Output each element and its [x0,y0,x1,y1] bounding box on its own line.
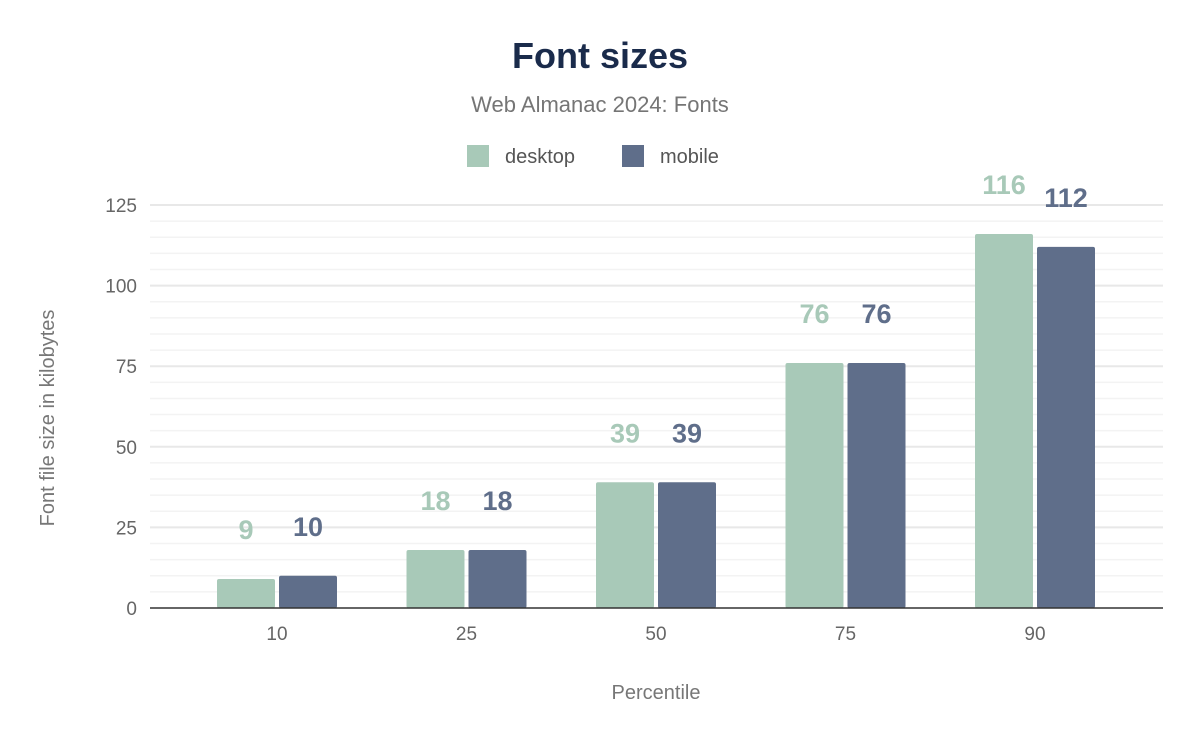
data-label-desktop: 39 [610,418,640,448]
bars: 9 10 18 18 39 39 76 76 116 112 [217,170,1095,609]
y-tick-label: 0 [126,599,137,620]
data-label-mobile: 10 [293,512,323,542]
bar-mobile-50 [658,482,716,608]
bar-desktop-25 [406,549,465,608]
data-label-mobile: 76 [861,299,891,329]
x-axis-ticks: 10 25 50 75 90 [266,624,1045,645]
y-tick-label: 125 [105,196,137,217]
x-axis-label: Percentile [612,682,701,704]
data-label-desktop: 76 [799,299,829,329]
x-tick-label: 10 [266,624,287,645]
legend-label-mobile: mobile [660,146,719,168]
legend-swatch-mobile [622,145,644,167]
data-label-mobile: 18 [482,486,512,516]
bar-desktop-90 [975,234,1033,609]
bar-desktop-10 [217,578,275,608]
x-tick-label: 90 [1024,624,1045,645]
data-label-mobile: 112 [1044,183,1088,213]
data-label-desktop: 116 [982,170,1026,200]
legend: desktop mobile [467,145,719,168]
data-label-desktop: 18 [420,486,450,516]
x-tick-label: 25 [456,624,477,645]
bar-mobile-10 [279,575,337,608]
x-tick-label: 75 [835,624,856,645]
bar-desktop-75 [785,362,844,608]
x-tick-label: 50 [645,624,666,645]
bar-mobile-25 [468,549,527,608]
chart-title: Font sizes [512,35,688,76]
y-axis-ticks: 0 25 50 75 100 125 [105,196,137,620]
y-tick-label: 75 [116,357,137,378]
y-axis-label: Font file size in kilobytes [37,310,59,527]
chart-subtitle: Web Almanac 2024: Fonts [471,92,729,117]
bar-mobile-90 [1037,246,1095,609]
data-label-desktop: 9 [238,515,253,545]
y-tick-label: 100 [105,277,137,298]
legend-label-desktop: desktop [505,146,575,168]
data-label-mobile: 39 [672,418,702,448]
legend-swatch-desktop [467,145,489,167]
bar-mobile-75 [847,362,906,608]
bar-desktop-50 [596,482,654,608]
y-tick-label: 25 [116,518,137,539]
y-tick-label: 50 [116,438,137,459]
